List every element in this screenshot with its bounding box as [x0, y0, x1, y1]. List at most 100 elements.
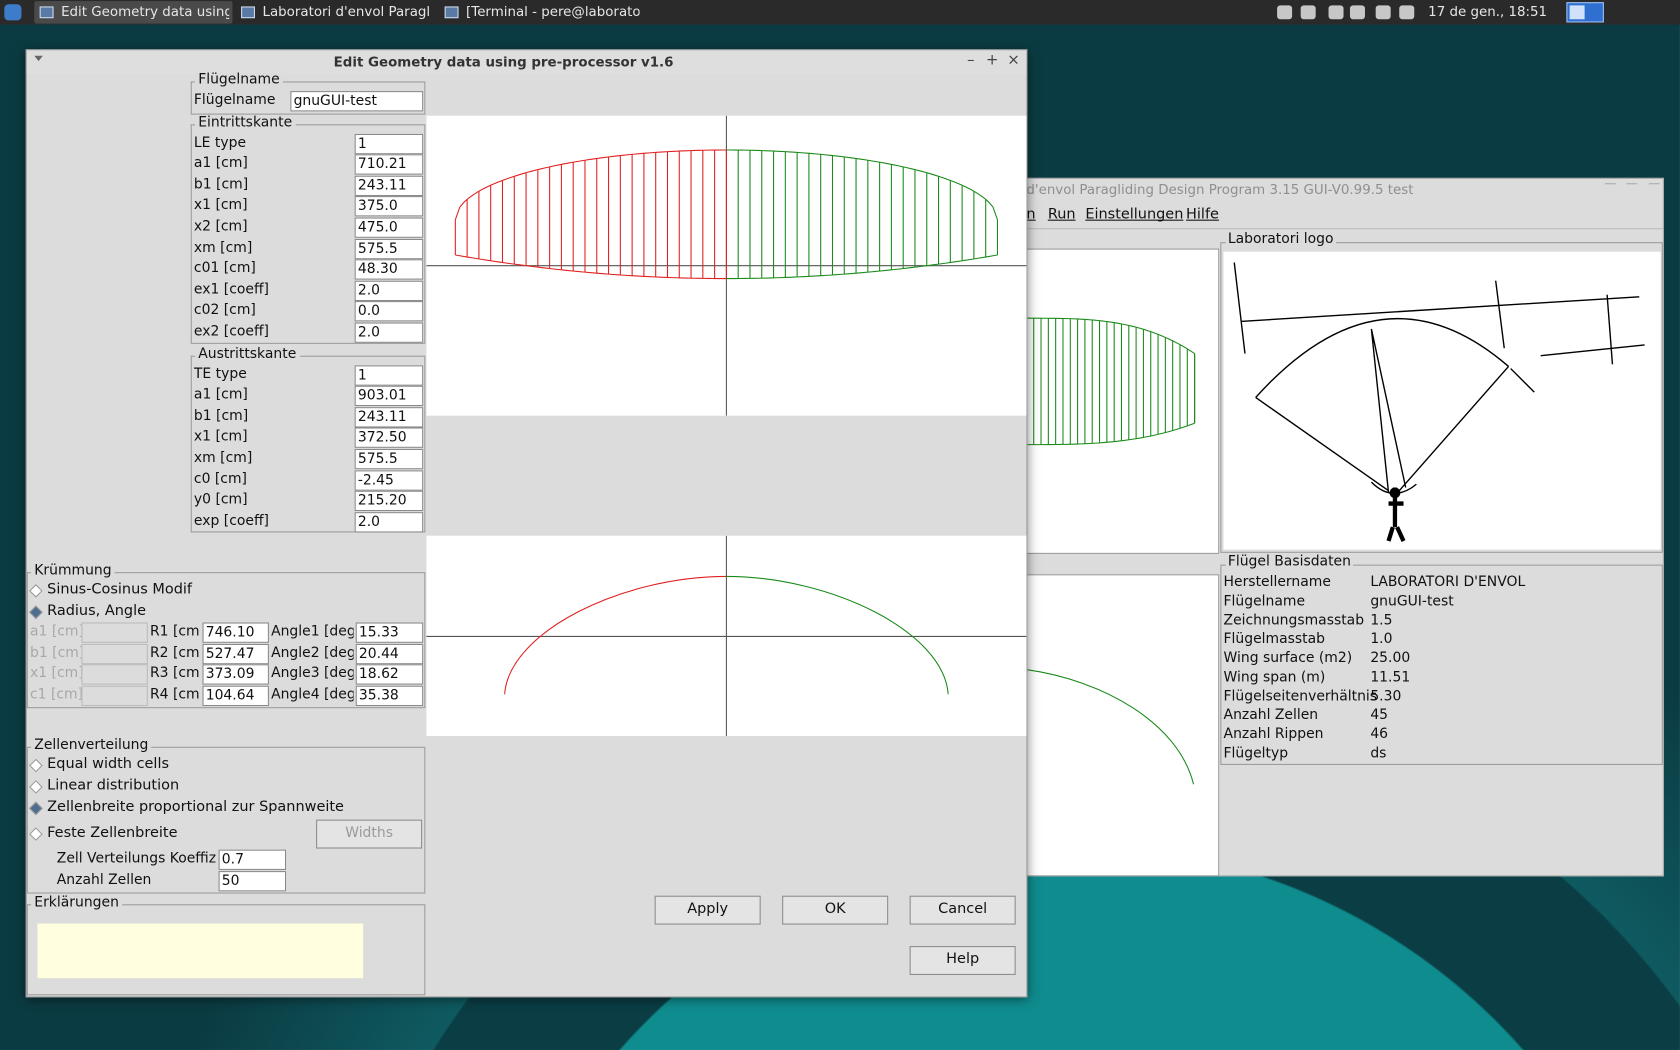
basic-value: 46 — [1370, 726, 1389, 743]
wing-name-group-legend: Flügelname — [194, 72, 283, 89]
basic-label: Wing span (m) — [1223, 669, 1326, 686]
basic-value: 25.00 — [1370, 650, 1411, 667]
explanations-group — [26, 904, 426, 996]
trailing-edge-label: exp [coeff] — [193, 512, 269, 529]
angle-label: Angle1 [deg] — [271, 623, 354, 640]
trailing-edge-input[interactable]: 1 — [354, 364, 424, 386]
menu-item[interactable]: Einstellungen — [1085, 205, 1184, 223]
dialog-button[interactable]: Apply — [654, 895, 761, 925]
basic-frame — [1220, 564, 1663, 765]
menu-item[interactable]: n — [1026, 205, 1036, 223]
sketch-figure — [1386, 487, 1406, 542]
leading-edge-input[interactable]: 0.0 — [354, 301, 424, 322]
curvature-group-legend: Krümmung — [31, 563, 115, 580]
taskbar-label: [Terminal - pere@laboratori: ... — [466, 3, 640, 20]
cells-group-legend: Zellenverteilung — [31, 738, 152, 755]
leading-edge-input[interactable]: 710.21 — [354, 154, 424, 175]
wing-name-group — [190, 81, 426, 115]
angle-input[interactable]: 35.38 — [355, 685, 424, 706]
clock: 17 de gen., 18:51 — [1428, 3, 1548, 20]
sketch-line — [1233, 262, 1645, 493]
basic-value: 1.0 — [1370, 631, 1393, 648]
trailing-edge-label: a1 [cm] — [193, 386, 248, 403]
cell-option-label[interactable]: Zellenbreite proportional zur Spannweite — [47, 798, 344, 816]
cell-field-input[interactable]: 50 — [218, 871, 287, 892]
maximize-button[interactable]: + — [985, 51, 999, 69]
cells-group — [26, 746, 426, 894]
leading-edge-input[interactable]: 475.0 — [354, 217, 424, 238]
widths-button[interactable]: Widths — [316, 819, 423, 849]
radius-label: R2 [cm] — [149, 644, 201, 661]
leading-edge-input[interactable]: 48.30 — [354, 259, 424, 280]
dialog-button[interactable]: Cancel — [909, 895, 1016, 925]
basic-label: Flügelmasstab — [1223, 631, 1325, 648]
disabled-input — [81, 685, 148, 706]
leading-edge-group-legend: Eintrittskante — [194, 115, 296, 132]
trailing-edge-label: c0 [cm] — [193, 470, 247, 487]
explanation-box — [37, 923, 364, 979]
workspace-active — [1569, 5, 1585, 20]
leading-edge-label: c02 [cm] — [193, 302, 256, 319]
close-button[interactable]: × — [1007, 51, 1020, 69]
radius-input[interactable]: 527.47 — [202, 643, 269, 664]
trailing-edge-input[interactable]: 2.0 — [354, 511, 424, 533]
leading-edge-input[interactable]: 2.0 — [354, 280, 424, 301]
trailing-edge — [726, 254, 998, 280]
trailing-edge-label: b1 [cm] — [193, 407, 249, 424]
radius-label: R4 [cm] — [149, 686, 201, 703]
basic-label: Herstellername — [1223, 574, 1331, 591]
basic-label: Zeichnungsmasstab — [1223, 612, 1365, 629]
trailing-edge-input[interactable]: 903.01 — [354, 385, 424, 407]
trailing-edge-input[interactable]: 215.20 — [354, 490, 424, 512]
dialog-button[interactable]: OK — [782, 895, 889, 925]
leading-edge-input[interactable]: 243.11 — [354, 175, 424, 196]
leading-edge-input[interactable]: 1 — [354, 133, 424, 154]
dialog-button[interactable]: Help — [909, 946, 1016, 975]
curvature-option-label[interactable]: Sinus-Cosinus Modif — [47, 580, 193, 598]
leading-edge-label: LE type — [193, 134, 247, 151]
taskbar-label: Edit Geometry data using pr... — [61, 3, 229, 20]
trailing-edge-input[interactable]: -2.45 — [354, 469, 424, 491]
radius-input[interactable]: 373.09 — [202, 664, 269, 685]
disabled-label: b1 [cm] — [29, 644, 85, 661]
radius-input[interactable]: 104.64 — [202, 685, 269, 706]
leading-edge — [454, 149, 727, 220]
menu-item[interactable]: Run — [1047, 205, 1076, 223]
angle-input[interactable]: 18.62 — [355, 664, 424, 685]
taskbar-icon — [444, 6, 459, 19]
curvature-group — [26, 572, 426, 709]
trailing-edge-input[interactable]: 372.50 — [354, 427, 424, 449]
menu-item[interactable]: Hilfe — [1186, 205, 1219, 223]
cell-option-label[interactable]: Feste Zellenbreite — [47, 823, 178, 842]
trailing-edge-input[interactable]: 243.11 — [354, 406, 424, 428]
cell-field-input[interactable]: 0.7 — [218, 849, 287, 870]
angle-input[interactable]: 20.44 — [355, 643, 424, 664]
cell-option-label[interactable]: Linear distribution — [47, 776, 180, 794]
basic-legend: Flügel Basisdaten — [1225, 553, 1354, 572]
tray-icon — [1399, 5, 1415, 20]
window-control — [1648, 183, 1660, 194]
leading-edge-input[interactable]: 2.0 — [354, 322, 424, 343]
curvature-option-label[interactable]: Radius, Angle — [47, 602, 146, 620]
leading-edge-input[interactable]: 375.0 — [354, 196, 424, 217]
radius-input[interactable]: 746.10 — [202, 622, 269, 643]
taskbar-button[interactable] — [34, 1, 233, 24]
angle-label: Angle2 [deg] — [271, 644, 354, 661]
dialog-title: Edit Geometry data using pre-processor v… — [333, 53, 674, 70]
minimize-button[interactable]: – — [966, 51, 975, 69]
angle-label: Angle4 [deg] — [271, 686, 354, 703]
angle-input[interactable]: 15.33 — [355, 622, 424, 643]
wing-name-input[interactable]: gnuGUI-test — [290, 91, 424, 112]
leading-edge-label: b1 [cm] — [193, 176, 249, 193]
basic-label: Anzahl Rippen — [1223, 726, 1324, 743]
radius-label: R1 [cm] — [149, 623, 201, 640]
trailing-edge-input[interactable]: 575.5 — [354, 448, 424, 470]
basic-value: ds — [1370, 745, 1387, 762]
planform-drawing — [426, 115, 1027, 416]
wing-name-label: Flügelname — [193, 92, 276, 109]
tray-icon — [1277, 5, 1293, 20]
basic-value: 45 — [1370, 707, 1389, 724]
cell-option-label[interactable]: Equal width cells — [47, 755, 170, 773]
leading-edge-input[interactable]: 575.5 — [354, 238, 424, 259]
angle-label: Angle3 [deg] — [271, 665, 354, 682]
